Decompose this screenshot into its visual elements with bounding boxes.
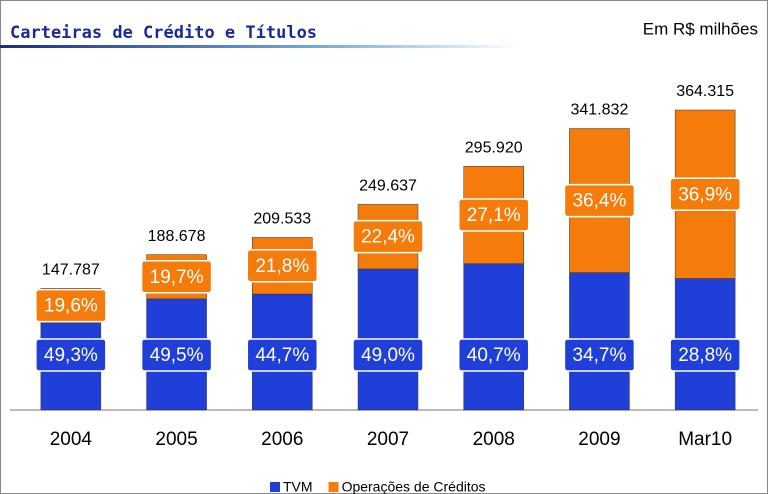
segment-label: 19,7%: [150, 267, 204, 288]
segment-label: 36,4%: [572, 191, 626, 212]
x-tick-label: Mar10: [678, 429, 732, 450]
label-box: [35, 338, 107, 372]
segment-label: 40,7%: [467, 345, 521, 366]
segment-label: 19,6%: [44, 296, 98, 317]
legend-swatch: [328, 482, 339, 492]
label-box: [352, 219, 424, 254]
label-box: [246, 338, 319, 372]
label-box: [563, 338, 636, 372]
segment-label: 22,4%: [361, 227, 415, 248]
subtitle: Em R$ milhões: [643, 19, 758, 38]
label-box: [140, 338, 213, 372]
x-tick-label: 2004: [50, 429, 93, 450]
segment-label: 49,0%: [361, 345, 415, 366]
bar-segment: [463, 263, 524, 411]
label-box: [35, 288, 107, 323]
segment-label: 44,7%: [255, 345, 309, 366]
segment-label: 27,1%: [467, 205, 521, 226]
legend-swatch: [270, 482, 280, 492]
x-tick-label: 2005: [155, 429, 197, 450]
x-tick-label: 2007: [367, 429, 409, 450]
x-tick-label: 2008: [473, 429, 515, 450]
label-box: [352, 338, 424, 372]
segment-label: 36,9%: [678, 184, 732, 205]
total-label: 209.533: [253, 211, 311, 228]
segment-label: 28,8%: [678, 345, 732, 366]
segment-label: 49,3%: [44, 345, 98, 366]
legend-label: TVM: [283, 479, 313, 494]
label-box: [140, 259, 213, 294]
legend-label: Operações de Créditos: [342, 479, 486, 494]
label-box: [669, 338, 741, 372]
chart-title: Carteiras de Crédito e Títulos: [10, 23, 317, 43]
total-label: 341.832: [571, 102, 629, 119]
total-label: 364.315: [676, 83, 734, 100]
total-label: 188.678: [148, 228, 206, 245]
segment-label: 34,7%: [572, 345, 626, 366]
label-box: [563, 183, 636, 218]
label-box: [457, 338, 530, 372]
label-box: [246, 248, 319, 283]
title-underline: [0, 45, 520, 48]
segment-label: 49,5%: [150, 345, 204, 366]
x-tick-label: 2006: [261, 429, 303, 450]
segment-label: 21,8%: [255, 256, 309, 277]
label-box: [669, 177, 741, 211]
total-label: 147.787: [42, 262, 100, 279]
total-label: 295.920: [465, 140, 523, 157]
x-tick-label: 2009: [578, 429, 620, 450]
total-label: 249.637: [359, 178, 417, 195]
label-box: [457, 198, 530, 232]
